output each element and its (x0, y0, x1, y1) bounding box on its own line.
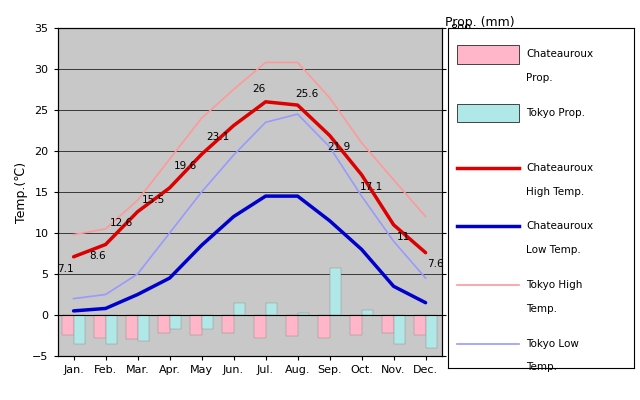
Y-axis label: Temp.(℃): Temp.(℃) (15, 162, 28, 222)
Text: Tokyo High: Tokyo High (526, 280, 582, 290)
FancyBboxPatch shape (457, 104, 518, 122)
Text: Temp.: Temp. (526, 304, 557, 314)
Bar (159, 315, 170, 333)
Text: 19.6: 19.6 (174, 161, 197, 171)
Bar (362, 310, 372, 315)
Bar (383, 315, 394, 334)
Bar (287, 315, 298, 336)
Bar (127, 315, 138, 339)
Text: Temp.: Temp. (526, 362, 557, 372)
Bar (351, 315, 362, 335)
Text: Prop.: Prop. (526, 73, 552, 83)
Text: 12.6: 12.6 (110, 218, 133, 228)
Bar (255, 315, 266, 338)
FancyBboxPatch shape (457, 45, 518, 64)
Bar (170, 315, 181, 328)
Text: Prop. (mm): Prop. (mm) (445, 16, 515, 29)
Bar (234, 303, 244, 315)
Bar (394, 315, 405, 344)
Text: 21.9: 21.9 (328, 142, 351, 152)
Text: Tokyo Prop.: Tokyo Prop. (526, 108, 585, 118)
Text: 26: 26 (253, 84, 266, 94)
Text: Chateauroux: Chateauroux (526, 221, 593, 231)
Text: 17.1: 17.1 (360, 182, 383, 192)
Text: 7.6: 7.6 (427, 260, 444, 270)
Bar (138, 315, 148, 341)
Text: 8.6: 8.6 (90, 251, 106, 261)
Text: 25.6: 25.6 (296, 89, 319, 99)
Text: Chateauroux: Chateauroux (526, 49, 593, 59)
Text: 11: 11 (397, 232, 410, 242)
Text: High Temp.: High Temp. (526, 186, 584, 196)
Text: 23.1: 23.1 (206, 132, 229, 142)
Bar (95, 315, 106, 338)
Bar (74, 315, 84, 344)
Text: 15.5: 15.5 (142, 195, 165, 205)
Text: Low Temp.: Low Temp. (526, 245, 580, 255)
Bar (330, 268, 341, 315)
Bar (415, 315, 426, 335)
Bar (266, 303, 277, 315)
Bar (223, 315, 234, 334)
Text: Chateauroux: Chateauroux (526, 163, 593, 173)
Bar (298, 313, 309, 315)
Bar (106, 315, 116, 344)
Bar (202, 315, 212, 328)
Bar (62, 315, 74, 335)
Bar (191, 315, 202, 335)
Text: Tokyo Low: Tokyo Low (526, 339, 579, 349)
Bar (426, 315, 437, 348)
Bar (319, 315, 330, 338)
Text: 7.1: 7.1 (58, 264, 74, 274)
